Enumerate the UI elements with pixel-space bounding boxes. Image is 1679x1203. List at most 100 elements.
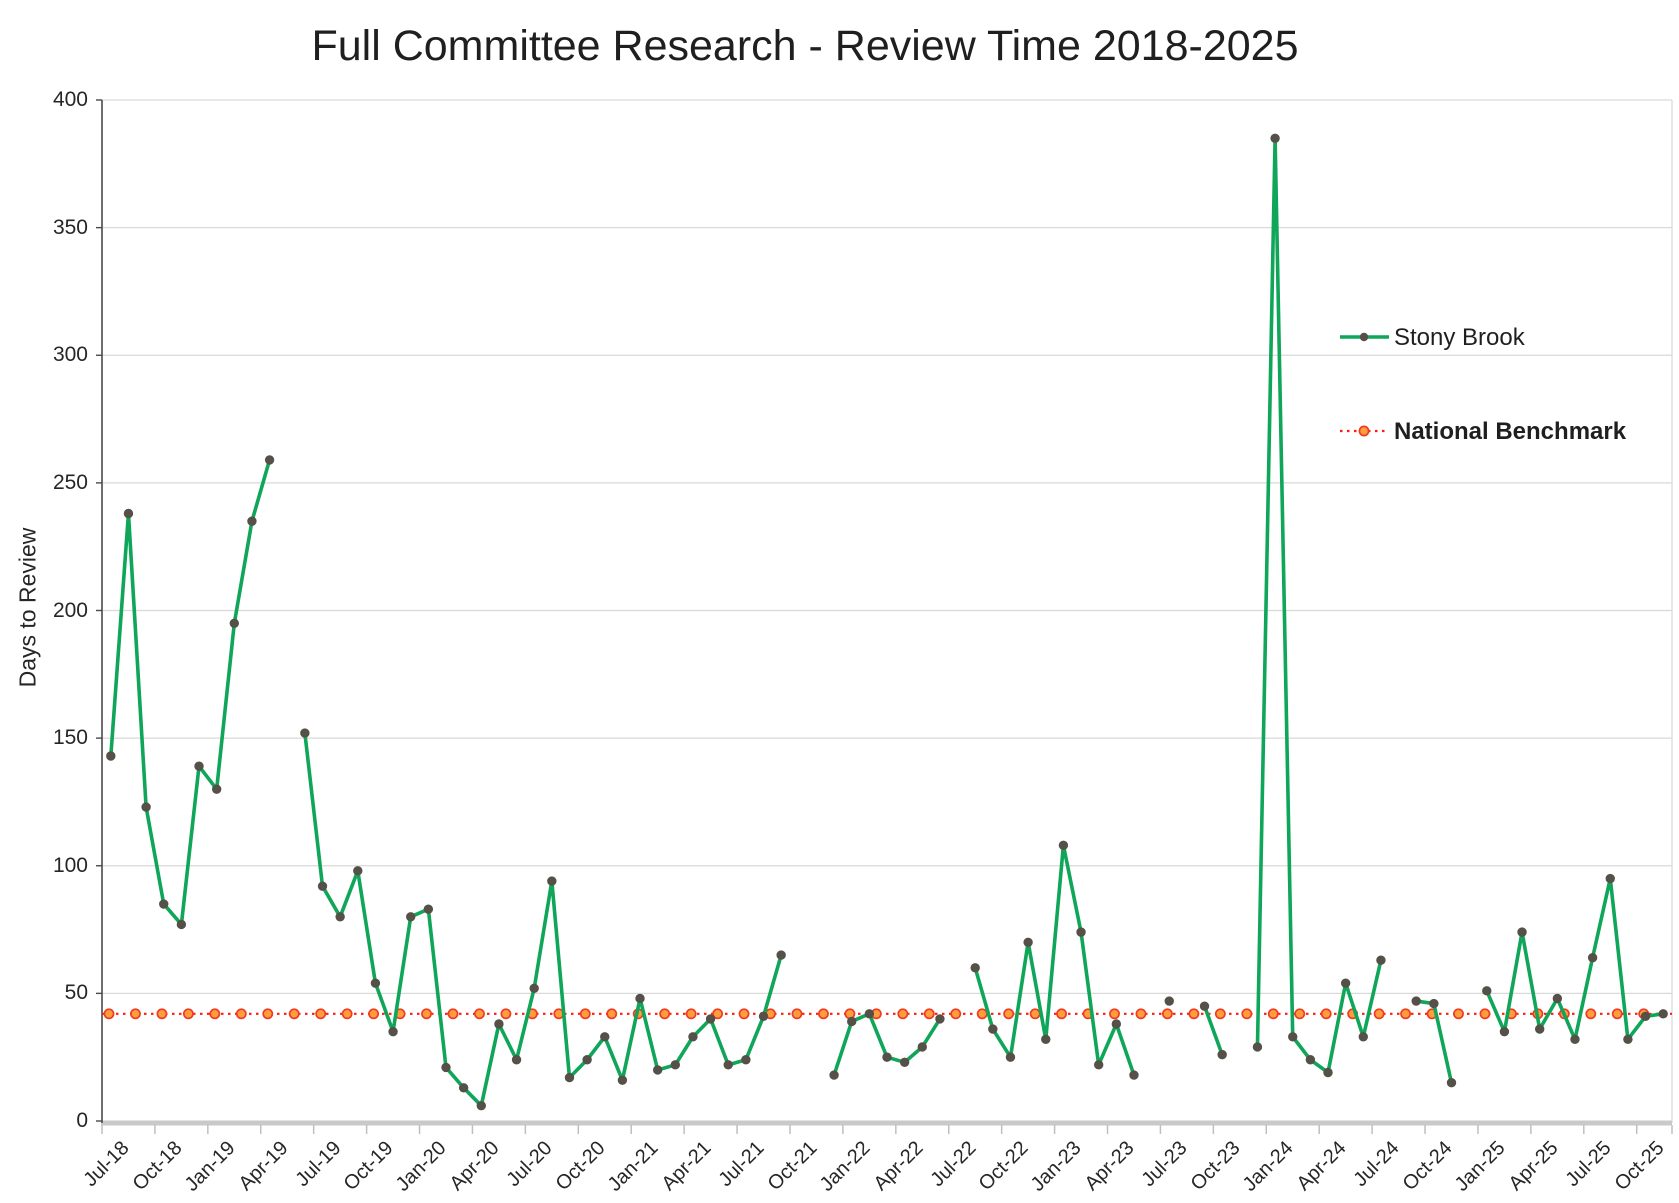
- data-point-marker: [406, 912, 416, 922]
- data-point-marker: [211, 784, 222, 794]
- data-point-marker: [423, 904, 434, 914]
- data-point-marker: [1023, 937, 1033, 948]
- data-point-marker: [1517, 927, 1527, 937]
- benchmark-marker: [923, 1008, 935, 1020]
- benchmark-marker: [791, 1008, 803, 1020]
- data-point-marker: [600, 1032, 610, 1042]
- data-point-marker: [1623, 1034, 1633, 1045]
- data-point-marker: [1164, 996, 1174, 1006]
- data-point-marker: [1093, 1060, 1104, 1070]
- data-point-marker: [899, 1057, 910, 1067]
- data-point-marker: [388, 1026, 398, 1037]
- data-point-marker: [723, 1060, 733, 1070]
- data-point-marker: [1605, 873, 1615, 884]
- data-point-marker: [1552, 993, 1563, 1004]
- y-tick-label: 0: [76, 1109, 88, 1132]
- y-tick-label: 350: [52, 215, 88, 239]
- y-tick-label: 250: [52, 470, 88, 494]
- data-point-marker: [864, 1009, 875, 1019]
- data-point-marker: [705, 1014, 716, 1024]
- data-point-marker: [1323, 1067, 1333, 1078]
- data-point-marker: [547, 876, 557, 886]
- data-point-marker: [1041, 1034, 1051, 1045]
- benchmark-marker: [1400, 1008, 1412, 1020]
- data-point-marker: [1640, 1011, 1651, 1022]
- data-point-marker: [1005, 1052, 1016, 1062]
- data-point-marker: [1217, 1049, 1227, 1060]
- data-point-marker: [141, 802, 151, 812]
- data-point-marker: [1534, 1024, 1545, 1034]
- data-point-marker: [988, 1024, 998, 1034]
- legend-label-stony-brook: Stony Brook: [1394, 324, 1525, 351]
- data-point-marker: [776, 950, 786, 960]
- data-point-marker: [264, 455, 275, 465]
- data-point-marker: [652, 1065, 663, 1075]
- benchmark-marker: [1109, 1008, 1120, 1020]
- y-tick-label: 150: [52, 726, 88, 750]
- data-point-marker: [370, 978, 381, 988]
- data-point-marker: [1658, 1009, 1668, 1019]
- data-point-marker: [335, 912, 345, 922]
- data-point-marker: [1376, 955, 1386, 965]
- benchmark-marker: [1056, 1008, 1068, 1020]
- data-point-marker: [970, 963, 980, 973]
- data-point-marker: [670, 1060, 681, 1070]
- data-point-marker: [1358, 1032, 1368, 1042]
- data-point-marker: [106, 751, 116, 761]
- data-point-marker: [741, 1055, 751, 1065]
- benchmark-marker: [1479, 1008, 1491, 1020]
- data-point-marker: [1199, 1001, 1210, 1011]
- benchmark-marker: [1241, 1008, 1253, 1020]
- data-point-marker: [511, 1055, 522, 1065]
- data-point-marker: [582, 1055, 592, 1065]
- benchmark-marker: [817, 1008, 829, 1020]
- y-tick-label: 50: [64, 981, 88, 1005]
- data-point-marker: [229, 618, 240, 628]
- benchmark-marker: [1585, 1008, 1597, 1020]
- data-point-marker: [1305, 1055, 1316, 1065]
- benchmark-marker: [1453, 1008, 1464, 1020]
- benchmark-marker: [738, 1008, 750, 1020]
- data-point-marker: [882, 1052, 892, 1062]
- series-line-segment: [109, 458, 272, 927]
- data-point-marker: [300, 728, 310, 738]
- data-point-marker: [123, 508, 134, 519]
- data-point-marker: [847, 1016, 857, 1027]
- data-point-marker: [176, 919, 187, 930]
- legend-series-marker-sample: [1359, 332, 1369, 342]
- data-point-marker: [1482, 986, 1492, 996]
- benchmark-marker: [659, 1008, 671, 1020]
- series-line-segment: [1202, 1004, 1224, 1057]
- benchmark-marker: [103, 1008, 115, 1020]
- data-point-marker: [159, 899, 169, 909]
- data-point-marker: [353, 866, 363, 876]
- data-point-marker: [688, 1032, 698, 1042]
- benchmark-marker: [1320, 1008, 1332, 1020]
- benchmark-marker: [368, 1008, 380, 1020]
- data-point-marker: [758, 1011, 769, 1022]
- benchmark-marker: [1214, 1008, 1226, 1020]
- data-point-marker: [617, 1075, 628, 1085]
- benchmark-marker: [500, 1008, 512, 1020]
- benchmark-marker: [209, 1008, 221, 1020]
- y-tick-label: 400: [52, 88, 88, 111]
- data-point-marker: [1252, 1042, 1263, 1052]
- data-point-marker: [1429, 998, 1439, 1009]
- benchmark-marker: [1373, 1008, 1385, 1020]
- data-point-marker: [829, 1070, 839, 1080]
- data-point-marker: [635, 993, 645, 1004]
- benchmark-marker: [685, 1008, 697, 1020]
- data-point-marker: [1129, 1070, 1139, 1080]
- data-point-marker: [1446, 1078, 1457, 1088]
- series-line-segment: [1255, 136, 1383, 1075]
- data-point-marker: [1499, 1026, 1510, 1037]
- legend-benchmark-marker-sample: [1358, 425, 1370, 437]
- data-point-marker: [494, 1019, 504, 1029]
- data-point-marker: [917, 1042, 927, 1052]
- data-point-marker: [476, 1100, 486, 1111]
- y-tick-label: 200: [52, 598, 88, 622]
- benchmark-marker: [1003, 1008, 1015, 1020]
- series-line-segment: [303, 731, 783, 1108]
- data-point-marker: [564, 1072, 575, 1083]
